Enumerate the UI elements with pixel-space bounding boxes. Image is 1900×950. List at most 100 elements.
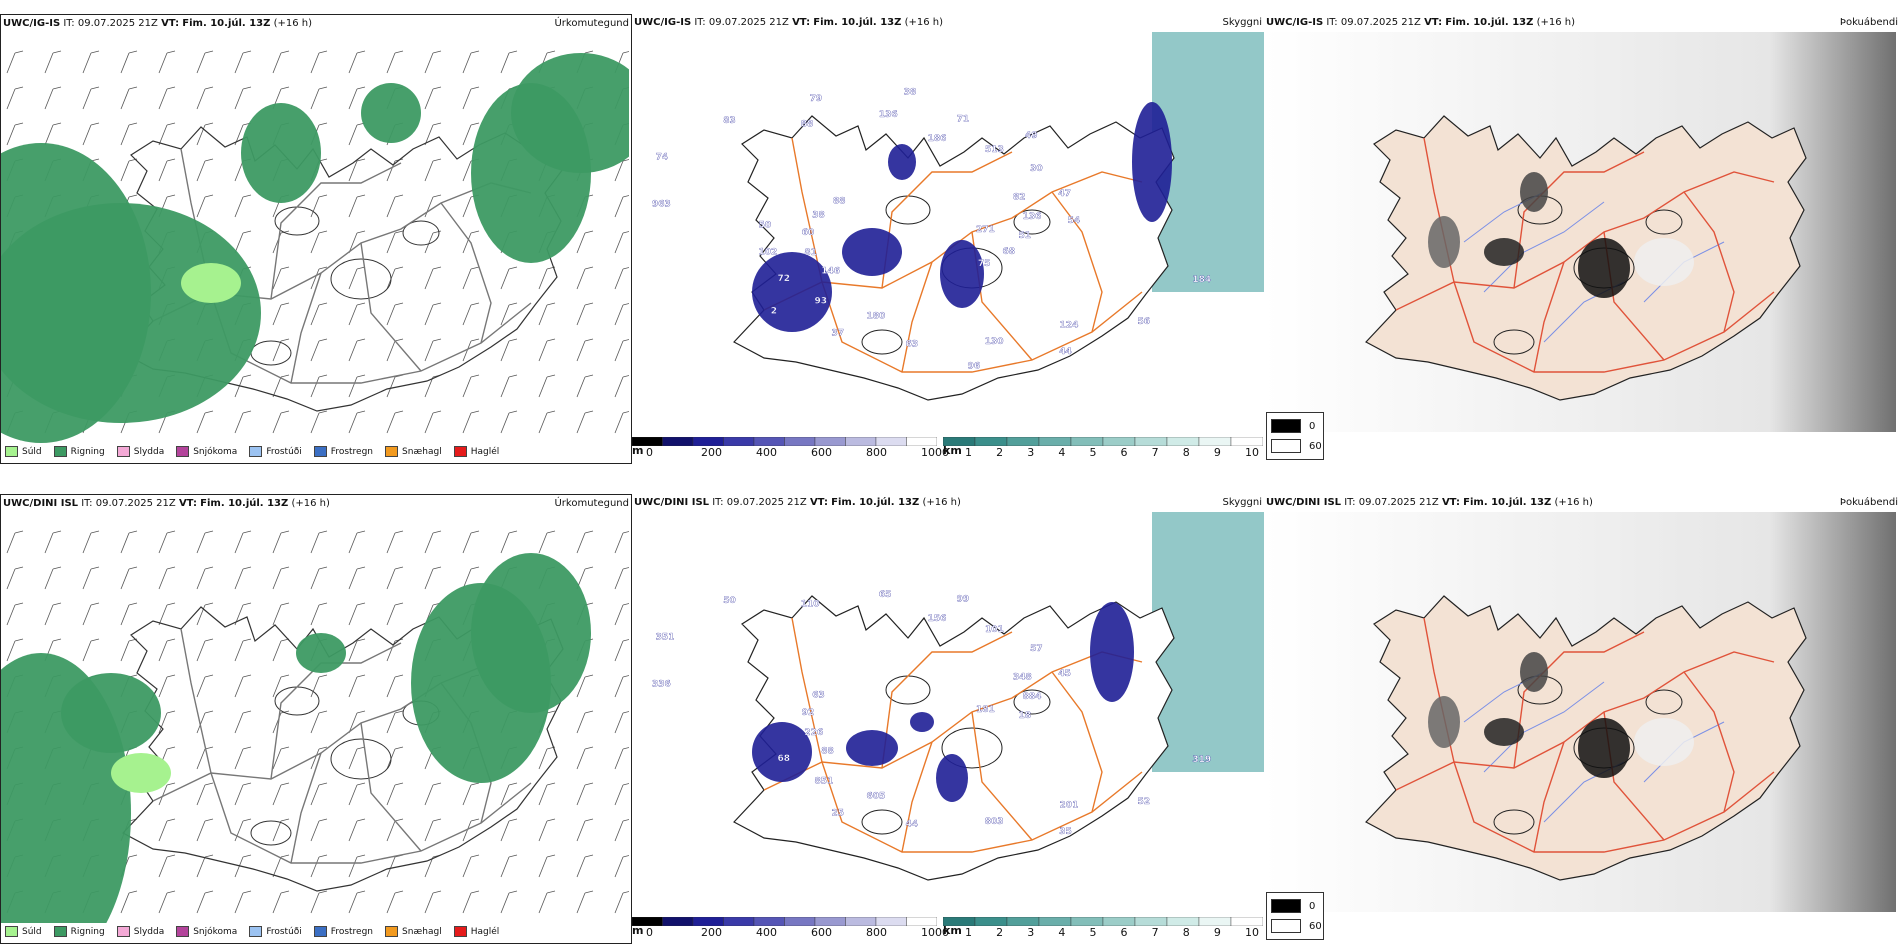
wind-barb (424, 230, 442, 254)
low-cloud-base-area (752, 722, 812, 782)
wind-barb (614, 819, 629, 842)
wind-barb (272, 710, 290, 734)
cloud-base-label: 60 (802, 228, 815, 238)
wind-barb (424, 566, 442, 590)
colorbar-segment (875, 916, 907, 927)
legend-item: Frostúði (249, 446, 302, 457)
wind-barb (348, 854, 366, 878)
fog-index-area (1484, 718, 1524, 746)
glacier-outline (274, 206, 320, 236)
road (1533, 261, 1565, 373)
cloud-base-label: 72 (777, 274, 790, 284)
legend-swatch (116, 446, 130, 457)
wind-barb (614, 783, 629, 806)
wind-barb (310, 86, 328, 110)
legend-swatch (385, 926, 399, 937)
coastline (122, 126, 564, 412)
fog-panel-row1: UWC/IG-IS IT: 09.07.2025 21Z VT: Fim. 10… (1264, 14, 1900, 464)
cloud-base-scale (631, 436, 938, 447)
wind-barb (386, 710, 404, 734)
cloud-base-label: 2 (771, 307, 777, 317)
cloud-base-label: 82 (1013, 193, 1026, 203)
wind-barb (614, 675, 629, 698)
wind-barb (196, 782, 214, 806)
legend-item: Súld (5, 446, 42, 457)
low-cloud-base-area (940, 240, 984, 308)
wind-barb (348, 374, 366, 398)
wind-barb (462, 50, 480, 74)
colorbar-tick-label: 8 (1182, 926, 1190, 939)
wind-barb (234, 410, 252, 434)
colorbar-tick-label: 3 (1027, 926, 1035, 939)
glacier-outline (1493, 329, 1535, 355)
legend-item: Frostregn (313, 446, 373, 457)
low-cloud-base-area (752, 252, 832, 332)
road (901, 261, 933, 373)
wind-barb (576, 338, 594, 362)
wind-barb (310, 746, 328, 770)
road (180, 628, 212, 774)
legend-item: Snjókoma (176, 446, 237, 457)
wind-barb (576, 530, 594, 554)
cloud-base-label: 75 (978, 259, 991, 269)
wind-barb (234, 194, 252, 218)
legend-label: Snæhagl (402, 446, 442, 457)
wind-barb (44, 530, 62, 554)
precip-panel-row1: UWC/IG-IS IT: 09.07.2025 21Z VT: Fim. 10… (0, 14, 632, 464)
fog-map (1264, 512, 1896, 912)
wind-barb (120, 86, 138, 110)
fog-min-swatch (1271, 919, 1301, 933)
rain-area (511, 53, 629, 173)
wind-barb (234, 530, 252, 554)
cloud-base-label: 181 (976, 705, 995, 715)
low-cloud-base-area (910, 712, 934, 732)
wind-barb (576, 818, 594, 842)
low-cloud-base-area (1132, 102, 1172, 222)
glacier-outline (1493, 809, 1535, 835)
wind-barb (158, 50, 176, 74)
road (290, 272, 322, 384)
wind-barb (386, 566, 404, 590)
cloud-base-label: 37 (832, 329, 845, 339)
wind-barb (348, 302, 366, 326)
cloud-base-label: 124 (1060, 321, 1079, 331)
wind-barb (158, 710, 176, 734)
wind-barb (272, 818, 290, 842)
colorbar-tick-label: 1 (965, 446, 972, 459)
road (1051, 671, 1103, 813)
colorbar-tick-label: 200 (701, 926, 722, 939)
legend-label: Frostúði (266, 446, 302, 457)
wind-barb (576, 782, 594, 806)
legend-item: Haglél (453, 926, 499, 937)
colorbar-tick-label: 800 (866, 446, 887, 459)
cloud-base-label: 35 (1059, 827, 1072, 837)
wind-barb (158, 890, 176, 914)
cloud-base-label: 101 (985, 625, 1004, 635)
wind-barb (424, 122, 442, 146)
wind-barb (310, 374, 328, 398)
cloud-base-unit: m (632, 924, 644, 937)
road (881, 631, 1013, 769)
wind-barb (424, 818, 442, 842)
colorbar-segment (1198, 436, 1232, 447)
cloud-base-label: 25 (832, 809, 845, 819)
wind-barb (158, 122, 176, 146)
wind-barb (234, 230, 252, 254)
wind-barb (272, 638, 290, 662)
colorbar-segment (1102, 916, 1136, 927)
cloud-base-label: 38 (812, 210, 825, 220)
road (1051, 191, 1103, 333)
wind-barb (500, 410, 518, 434)
wind-barb (310, 710, 328, 734)
colorbar-tick-label: 3 (1027, 446, 1035, 459)
legend-swatch (53, 926, 67, 937)
colorbar-segment (1038, 436, 1072, 447)
wind-barb (158, 818, 176, 842)
cloud-base-colorbar: m 0 200 400 600 800 1000 (631, 916, 949, 946)
iceland-landmass (1, 53, 629, 443)
road (1683, 671, 1735, 813)
wind-barb (272, 746, 290, 770)
wind-barb (424, 194, 442, 218)
wind-barb (120, 602, 138, 626)
colorbar-segment (1070, 916, 1104, 927)
